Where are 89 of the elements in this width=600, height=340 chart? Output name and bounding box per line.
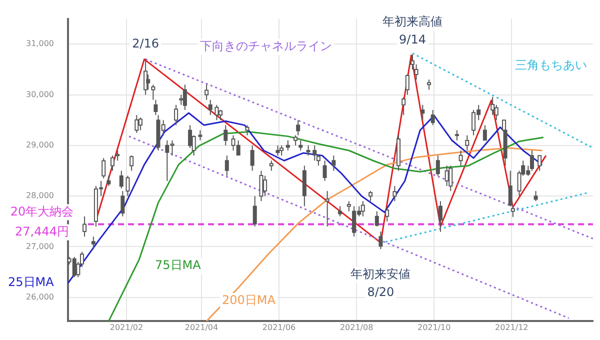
candlestick	[360, 200, 365, 217]
candlestick	[294, 134, 298, 146]
candlestick	[204, 84, 209, 100]
series-label: 25日MA	[8, 275, 55, 290]
candlestick	[374, 210, 379, 227]
candlestick	[427, 79, 432, 90]
candlestick	[126, 175, 130, 197]
candlestick	[151, 84, 156, 100]
candlestick	[245, 124, 250, 136]
candlestick	[346, 200, 351, 212]
y-tick-label: 28,000	[26, 191, 54, 200]
candlestick	[120, 190, 125, 217]
x-tick-label: 2021/12	[495, 323, 528, 332]
series-label: 200日MA	[222, 293, 276, 308]
candlestick	[259, 170, 264, 202]
candlestick	[224, 124, 228, 146]
candlestick	[402, 96, 406, 116]
annotation: 年初来安値 8/20	[350, 267, 411, 300]
x-tick-label: 2021/06	[262, 323, 296, 332]
y-tick-label: 26,000	[26, 292, 54, 302]
candlestick	[306, 144, 310, 156]
candlestick	[482, 124, 487, 141]
candlestick	[444, 165, 449, 186]
candlestick	[134, 114, 139, 134]
candlestick	[198, 130, 202, 141]
candlestick	[218, 109, 223, 121]
y-tick-label: 30,000	[26, 90, 54, 99]
candlestick	[385, 206, 390, 222]
x-tick-label: 2021/04	[184, 323, 218, 332]
candlestick	[420, 104, 425, 121]
candlestick	[322, 160, 327, 182]
candlestick	[508, 170, 512, 207]
candlestick	[538, 155, 542, 172]
candlestick	[130, 155, 134, 172]
annotation: 年初来高値 9/14	[382, 14, 442, 47]
x-tick-label: 2021/08	[340, 323, 374, 332]
candlestick	[116, 150, 120, 162]
candlestick	[174, 104, 178, 126]
candlestick	[378, 231, 383, 250]
candlestick	[332, 155, 336, 172]
candlestick	[252, 196, 257, 227]
candlestick	[276, 144, 280, 156]
candlestick	[430, 109, 435, 126]
candlestick	[454, 130, 459, 141]
candlestick	[448, 165, 453, 192]
candlestick	[146, 74, 150, 90]
candlestick	[280, 144, 284, 156]
series-label: 75日MA	[155, 258, 202, 272]
y-tick-label: 27,000	[26, 242, 54, 251]
candlestick	[325, 190, 330, 227]
candlestick	[269, 160, 274, 172]
candlestick	[182, 84, 187, 110]
candlestick	[138, 117, 142, 131]
candlestick	[458, 150, 463, 166]
candlestick	[312, 144, 317, 162]
candlestick	[91, 236, 96, 250]
candlestick	[224, 155, 229, 176]
y-tick-label: 29,000	[26, 140, 54, 150]
candlestick	[102, 158, 106, 179]
candlestick	[263, 175, 268, 197]
candlestick	[144, 58, 148, 96]
candlestick	[82, 216, 87, 238]
candlestick	[119, 170, 124, 189]
candlestick	[510, 206, 515, 218]
candlestick	[438, 200, 442, 232]
candlestick	[106, 175, 111, 186]
candlestick	[208, 99, 212, 116]
candlestick	[154, 99, 158, 116]
candlestick	[534, 190, 538, 202]
candlestick	[368, 190, 373, 202]
candlestick	[490, 96, 495, 116]
annotation: 2/16	[132, 36, 160, 51]
text: 三角もちあい	[515, 58, 587, 72]
candlestick	[296, 120, 300, 136]
candlestick	[110, 155, 114, 172]
text: 下向きのチャネルライン	[200, 39, 332, 54]
ref-line-label: 20年大納会 27,444円	[10, 204, 74, 238]
candlestick	[214, 104, 219, 121]
candlestick	[465, 134, 470, 151]
candlestick	[392, 185, 397, 202]
x-tick-label: 2021/10	[417, 323, 451, 332]
candlestick	[286, 140, 290, 151]
candlestick	[436, 155, 440, 176]
y-tick-label: 31,000	[26, 39, 54, 48]
candlestick	[405, 74, 410, 96]
candlestick	[250, 144, 254, 172]
candlestick	[338, 206, 342, 217]
candlestick	[298, 140, 303, 151]
x-tick-label: 2021/02	[110, 323, 144, 332]
